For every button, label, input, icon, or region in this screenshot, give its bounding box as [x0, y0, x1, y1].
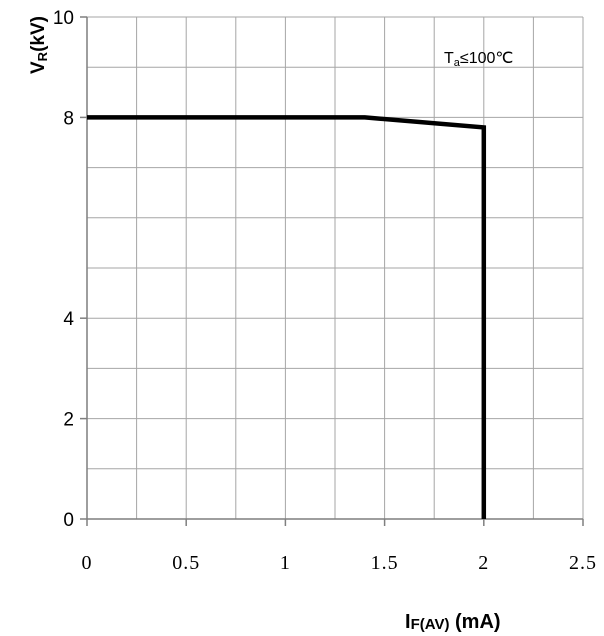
- series-group: [87, 115, 487, 519]
- series-line: [87, 115, 487, 519]
- y-tick-label: 2: [63, 410, 74, 431]
- x-axis-label-sub: F(AV): [411, 616, 450, 633]
- tick-labels: 0 2 4 8 10 0 0.5 1 1.5 2 2.5: [53, 8, 597, 574]
- x-tick-label: 2.5: [569, 552, 597, 574]
- y-tick-label: 8: [63, 108, 74, 129]
- x-tick-label: 1: [280, 552, 291, 574]
- annotation-rest: ≤100℃: [460, 50, 513, 67]
- x-tick-label: 2: [478, 552, 489, 574]
- y-axis-label-main: V: [28, 61, 49, 74]
- annotation-main: T: [444, 50, 454, 67]
- x-tick-label: 0.5: [172, 552, 200, 574]
- y-tick-label: 0: [63, 510, 74, 531]
- tick-marks: [80, 16, 584, 526]
- y-axis-label-sub: R: [35, 51, 50, 61]
- x-tick-label: 1.5: [371, 552, 399, 574]
- y-axis-label-unit: (kV): [28, 16, 49, 52]
- x-axis-label-main: I: [405, 611, 411, 633]
- annotation-sub: a: [454, 57, 461, 69]
- grid: [86, 16, 584, 520]
- x-axis-label-unit: (mA): [449, 611, 500, 633]
- annotation-text: Ta≤100℃: [444, 50, 513, 69]
- x-axis-label: IF(AV) (mA): [405, 611, 501, 633]
- y-axis-label: VR(kV): [28, 16, 50, 74]
- y-tick-label: 10: [53, 8, 74, 29]
- x-tick-label: 0: [82, 552, 93, 574]
- y-tick-label: 4: [63, 309, 74, 330]
